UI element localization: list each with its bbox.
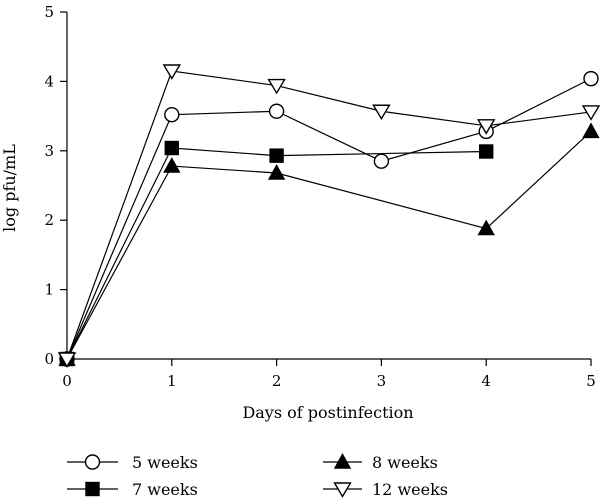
x-tick-label: 1 [167, 372, 177, 390]
y-tick-label: 0 [44, 350, 54, 368]
x-tick-label: 0 [62, 372, 72, 390]
legend-marker [85, 481, 100, 497]
legend-label: 8 weeks [372, 453, 438, 472]
data-point [267, 164, 286, 180]
data-point [164, 107, 180, 123]
data-point [162, 64, 182, 80]
data-point [477, 219, 495, 236]
series-5-weeks [59, 70, 599, 367]
data-point [164, 140, 180, 156]
y-tick-label: 4 [44, 72, 54, 90]
data-point [163, 157, 181, 173]
data-point [267, 78, 286, 95]
y-tick-label: 2 [44, 211, 54, 229]
legend-item: 8 weeks [323, 453, 438, 472]
series-12-weeks [57, 64, 600, 368]
chart-series [57, 64, 600, 368]
y-tick-label: 1 [44, 281, 54, 299]
chart-axes: 0 1 2 3 4 5 0 1 2 3 4 5 [44, 3, 595, 390]
x-axis-title: Days of postinfection [242, 403, 413, 422]
data-point [373, 153, 390, 169]
legend-item: 7 weeks [67, 480, 198, 499]
x-tick-label: 2 [272, 372, 282, 390]
legend-marker [333, 453, 352, 469]
data-point [476, 119, 496, 135]
legend-label: 12 weeks [372, 480, 448, 499]
series-8-weeks [58, 122, 600, 366]
series-line [66, 70, 592, 360]
series-line [66, 78, 592, 360]
data-point [479, 144, 494, 159]
data-point [582, 122, 600, 139]
data-point [57, 352, 77, 368]
legend-item: 12 weeks [323, 480, 448, 499]
data-point [581, 105, 600, 121]
data-point [269, 148, 284, 163]
chart-legend: 5 weeks 7 weeks 8 weeks 12 weeks [67, 453, 448, 499]
legend-item: 5 weeks [67, 453, 198, 472]
data-point [372, 104, 391, 121]
x-tick-label: 3 [377, 372, 387, 390]
data-point [268, 103, 285, 119]
legend-marker [84, 454, 101, 470]
x-tick-label: 5 [586, 372, 596, 390]
legend-marker [333, 482, 352, 498]
series-line [66, 147, 487, 360]
y-axis-title: log pfu/mL [0, 144, 19, 232]
legend-label: 7 weeks [132, 480, 198, 499]
series-line [66, 130, 592, 360]
y-tick-label: 5 [44, 3, 54, 21]
data-point [583, 70, 599, 87]
legend-label: 5 weeks [132, 453, 198, 472]
x-tick-label: 4 [481, 372, 491, 390]
y-tick-label: 3 [44, 142, 54, 160]
